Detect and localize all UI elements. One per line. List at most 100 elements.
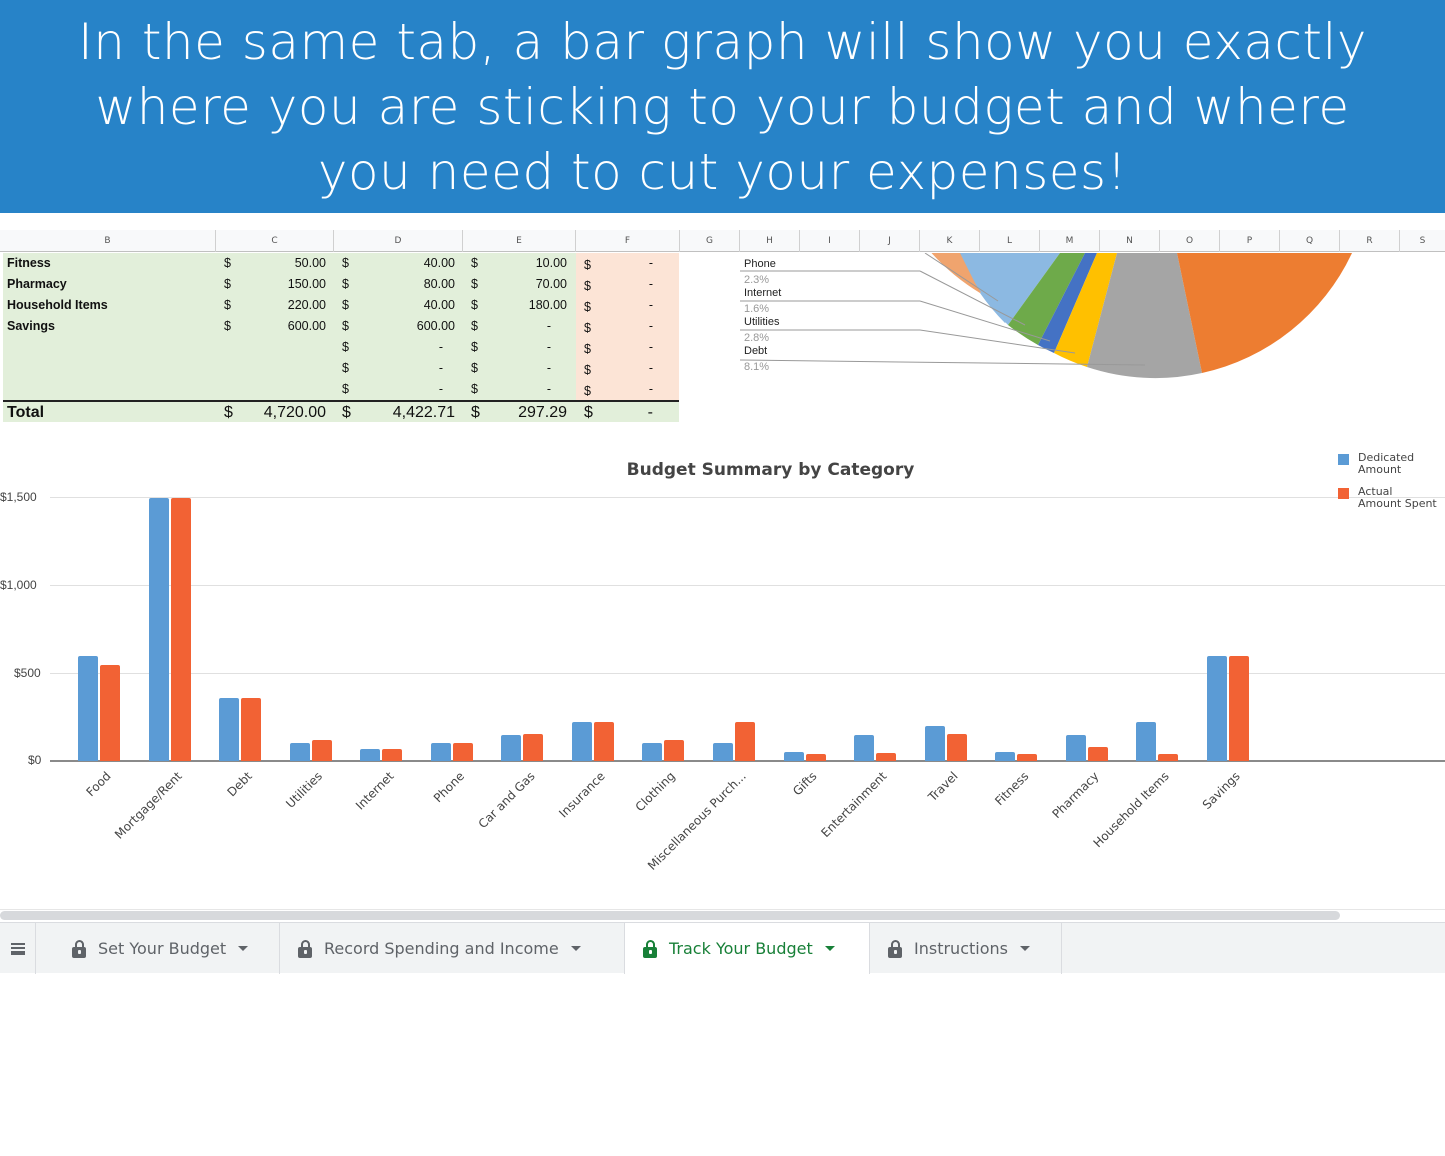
remaining-amount-cell[interactable]: - [546, 382, 551, 396]
category-cell[interactable]: Savings [7, 319, 55, 333]
bar-dedicated-amount[interactable] [360, 749, 381, 761]
bar-actual-amount-spent[interactable] [805, 754, 826, 761]
column-header-k[interactable]: K [920, 230, 980, 252]
bar-actual-amount-spent[interactable] [100, 665, 120, 761]
bar-actual-amount-spent[interactable] [1158, 754, 1179, 761]
actual-amount-cell[interactable]: 80.00 [423, 277, 455, 291]
column-header-p[interactable]: P [1220, 230, 1280, 252]
bar-dedicated-amount[interactable] [924, 726, 945, 761]
column-header-l[interactable]: L [980, 230, 1040, 252]
bar-dedicated-amount[interactable] [712, 743, 733, 761]
bar-actual-amount-spent[interactable] [734, 722, 755, 761]
chevron-down-icon[interactable] [238, 946, 249, 951]
column-header-r[interactable]: R [1340, 230, 1400, 252]
horizontal-scrollbar-thumb[interactable] [0, 911, 1340, 920]
column-header-b[interactable]: B [0, 230, 216, 252]
remaining-amount-cell[interactable]: 180.00 [528, 298, 567, 312]
column-header-f[interactable]: F [576, 230, 680, 252]
total-remaining-cell[interactable]: 297.29 [518, 404, 567, 421]
table-row[interactable]: Savings $ 600.00 $ 600.00 $ - $ - [3, 316, 679, 337]
bar-dedicated-amount[interactable] [148, 498, 169, 761]
actual-amount-cell[interactable]: - [438, 340, 443, 354]
category-cell[interactable]: Fitness [7, 256, 51, 270]
bar-dedicated-amount[interactable] [642, 743, 663, 761]
budget-summary-bar-chart[interactable]: Budget Summary by Category $1,500 $1,000… [0, 440, 1445, 900]
actual-amount-cell[interactable]: - [438, 361, 443, 375]
bar-actual-amount-spent[interactable] [452, 743, 473, 761]
tab-instructions[interactable]: Instructions [870, 923, 1062, 974]
table-row[interactable]: $ - $ - $ - [3, 379, 679, 400]
bar-actual-amount-spent[interactable] [1017, 754, 1038, 761]
bar-actual-amount-spent[interactable] [311, 740, 332, 761]
bar-actual-amount-spent[interactable] [170, 498, 191, 761]
tab-track-your-budget[interactable]: Track Your Budget [625, 923, 870, 974]
column-header-j[interactable]: J [860, 230, 920, 252]
column-header-d[interactable]: D [334, 230, 463, 252]
chevron-down-icon[interactable] [570, 946, 581, 951]
total-actual-cell[interactable]: 4,422.71 [392, 404, 455, 421]
pie-chart[interactable]: Phone 2.3% Internet 1.6% Utilities 2.8% … [740, 253, 1445, 413]
over-budget-cell[interactable]: - [648, 361, 653, 375]
remaining-amount-cell[interactable]: - [546, 319, 551, 333]
dedicated-amount-cell[interactable]: 50.00 [294, 256, 326, 270]
table-row[interactable]: Fitness $ 50.00 $ 40.00 $ 10.00 $ - [3, 253, 679, 274]
dedicated-amount-cell[interactable]: 220.00 [287, 298, 326, 312]
bar-actual-amount-spent[interactable] [1228, 656, 1249, 761]
bar-dedicated-amount[interactable] [78, 656, 98, 761]
bar-dedicated-amount[interactable] [1206, 656, 1227, 761]
category-cell[interactable]: Household Items [7, 298, 108, 312]
actual-amount-cell[interactable]: 600.00 [416, 319, 455, 333]
bar-actual-amount-spent[interactable] [523, 734, 544, 761]
legend-item-dedicated[interactable]: Dedicated Amount [1338, 450, 1445, 484]
over-budget-cell[interactable]: - [648, 256, 653, 270]
over-budget-cell[interactable]: - [648, 340, 653, 354]
bar-dedicated-amount[interactable] [1065, 735, 1086, 761]
column-header-i[interactable]: I [800, 230, 860, 252]
chevron-down-icon[interactable] [824, 946, 835, 951]
bar-actual-amount-spent[interactable] [946, 734, 967, 761]
table-row[interactable]: Pharmacy $ 150.00 $ 80.00 $ 70.00 $ - [3, 274, 679, 295]
bar-actual-amount-spent[interactable] [382, 749, 403, 761]
column-header-c[interactable]: C [216, 230, 334, 252]
over-budget-cell[interactable]: - [648, 298, 653, 312]
table-row[interactable]: Household Items $ 220.00 $ 40.00 $ 180.0… [3, 295, 679, 316]
tab-record-spending-and-income[interactable]: Record Spending and Income [280, 923, 625, 974]
category-cell[interactable]: Pharmacy [7, 277, 67, 291]
bar-dedicated-amount[interactable] [501, 735, 522, 761]
column-header-h[interactable]: H [740, 230, 800, 252]
remaining-amount-cell[interactable]: 10.00 [535, 256, 567, 270]
bar-dedicated-amount[interactable] [854, 735, 875, 761]
bar-dedicated-amount[interactable] [783, 752, 804, 761]
chevron-down-icon[interactable] [1019, 946, 1030, 951]
actual-amount-cell[interactable]: 40.00 [423, 298, 455, 312]
bar-actual-amount-spent[interactable] [593, 722, 614, 761]
column-header-o[interactable]: O [1160, 230, 1220, 252]
tab-set-your-budget[interactable]: Set Your Budget [54, 923, 280, 974]
remaining-amount-cell[interactable]: - [546, 361, 551, 375]
all-sheets-button[interactable] [0, 923, 36, 974]
table-row[interactable]: $ - $ - $ - [3, 358, 679, 379]
remaining-amount-cell[interactable]: 70.00 [535, 277, 567, 291]
column-header-n[interactable]: N [1100, 230, 1160, 252]
legend-item-actual[interactable]: Actual Amount Spent [1338, 484, 1445, 518]
column-header-g[interactable]: G [680, 230, 740, 252]
over-budget-cell[interactable]: - [648, 382, 653, 396]
total-row[interactable]: Total $ 4,720.00 $ 4,422.71 $ 297.29 $ - [3, 400, 679, 422]
dedicated-amount-cell[interactable]: 600.00 [287, 319, 326, 333]
bar-dedicated-amount[interactable] [995, 752, 1016, 761]
actual-amount-cell[interactable]: - [438, 382, 443, 396]
bar-actual-amount-spent[interactable] [664, 740, 685, 761]
total-dedicated-cell[interactable]: 4,720.00 [263, 404, 326, 421]
bar-dedicated-amount[interactable] [289, 743, 310, 761]
column-header-e[interactable]: E [463, 230, 576, 252]
total-over-budget-cell[interactable]: - [647, 404, 653, 421]
remaining-amount-cell[interactable]: - [546, 340, 551, 354]
bar-dedicated-amount[interactable] [219, 698, 240, 761]
actual-amount-cell[interactable]: 40.00 [423, 256, 455, 270]
bar-actual-amount-spent[interactable] [876, 753, 897, 761]
bar-dedicated-amount[interactable] [430, 743, 451, 761]
bar-dedicated-amount[interactable] [571, 722, 592, 761]
bar-actual-amount-spent[interactable] [1087, 747, 1108, 761]
over-budget-cell[interactable]: - [648, 319, 653, 333]
column-header-s[interactable]: S [1419, 236, 1426, 246]
